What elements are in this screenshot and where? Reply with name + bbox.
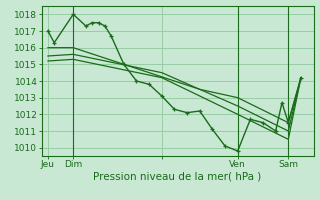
X-axis label: Pression niveau de la mer( hPa ): Pression niveau de la mer( hPa ) [93, 172, 262, 182]
